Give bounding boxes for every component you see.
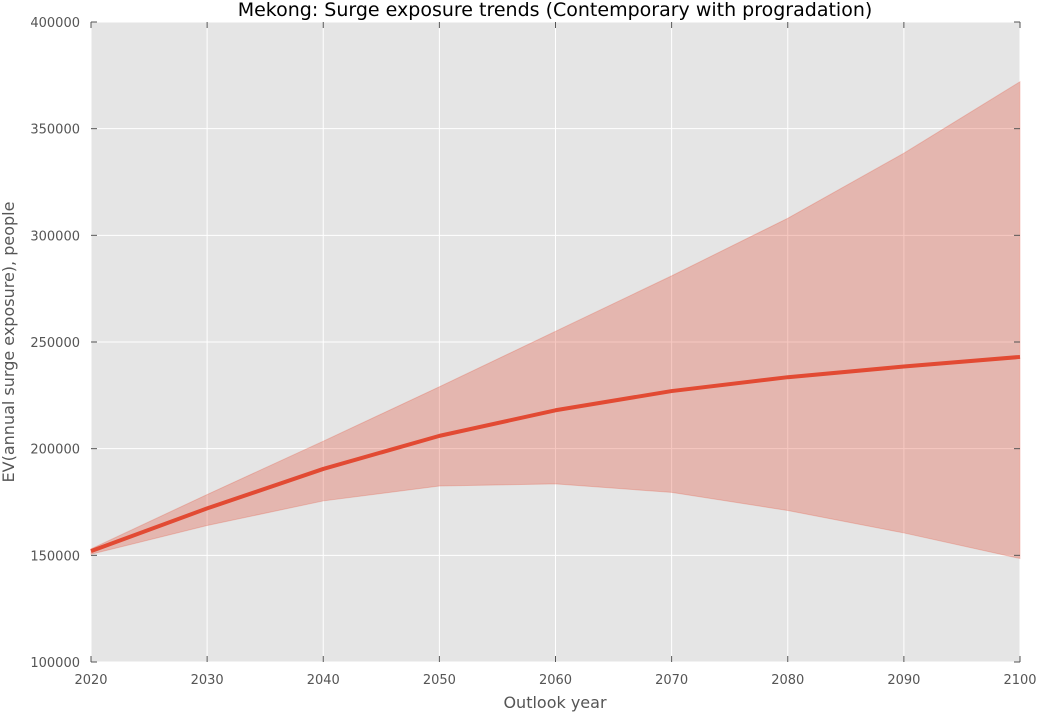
x-tick-label: 2090 bbox=[887, 673, 920, 688]
uncertainty-band bbox=[90, 80, 1021, 560]
x-tick-label: 2030 bbox=[191, 673, 224, 688]
x-tick-label: 2080 bbox=[771, 673, 804, 688]
x-tick-label: 2050 bbox=[423, 673, 456, 688]
x-tick-labels: 2020 2030 2040 2050 2060 2070 2080 2090 2100 bbox=[74, 673, 1036, 688]
y-tick-label: 350000 bbox=[30, 123, 80, 138]
y-tick-label: 200000 bbox=[30, 443, 80, 458]
x-tick-label: 2100 bbox=[1003, 673, 1036, 688]
y-tick-labels: 100000 150000 200000 250000 300000 350000 4000… bbox=[30, 16, 80, 671]
x-tick-label: 2040 bbox=[307, 673, 340, 688]
x-tick-label: 2020 bbox=[74, 673, 107, 688]
y-tick-label: 300000 bbox=[30, 229, 80, 244]
y-tick-label: 400000 bbox=[30, 16, 80, 31]
y-tick-label: 250000 bbox=[30, 336, 80, 351]
y-tick-label: 100000 bbox=[30, 656, 80, 671]
chart-title: Mekong: Surge exposure trends (Contempor… bbox=[238, 0, 873, 21]
y-tick-label: 150000 bbox=[30, 549, 80, 564]
y-axis-label: EV(annual surge exposure), people bbox=[0, 202, 18, 483]
x-axis-label: Outlook year bbox=[503, 693, 607, 712]
x-tick-label: 2070 bbox=[655, 673, 688, 688]
tick-marks bbox=[90, 21, 1021, 663]
series-line bbox=[90, 354, 1021, 553]
x-tick-label: 2060 bbox=[539, 673, 572, 688]
